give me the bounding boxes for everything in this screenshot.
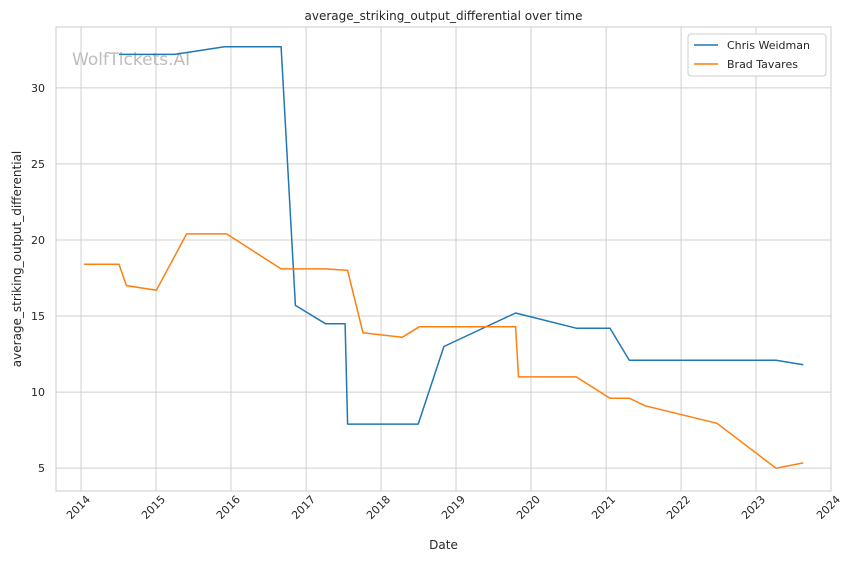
y-tick-label: 30 (31, 82, 45, 95)
x-tick-label: 2018 (364, 493, 393, 522)
x-tick-label: 2022 (664, 493, 693, 522)
series-line (119, 46, 804, 425)
series-line (83, 233, 804, 469)
y-tick-label: 10 (31, 386, 45, 399)
chart-title: average_striking_output_differential ove… (305, 9, 583, 23)
legend-box (687, 33, 827, 77)
legend-label: Chris Weidman (727, 39, 810, 52)
watermark: WolfTickets.AI (72, 50, 190, 70)
x-tick-label: 2023 (739, 493, 768, 522)
tick-labels: 2014 2015 2016 2017 2018 2019 2020 2021 2022 2023… (31, 82, 843, 522)
x-tick-label: 2015 (139, 493, 168, 522)
x-tick-label: 2021 (589, 493, 618, 522)
plot-area (55, 26, 832, 492)
x-tick-label: 2020 (514, 493, 543, 522)
x-tick-label: 2014 (64, 493, 93, 522)
y-tick-label: 15 (31, 310, 45, 323)
y-tick-label: 5 (38, 462, 45, 475)
y-tick-label: 20 (31, 234, 45, 247)
y-tick-label: 25 (31, 158, 45, 171)
y-axis-label: average_striking_output_differential (10, 151, 24, 367)
series-lines (83, 46, 804, 469)
x-tick-label: 2017 (289, 493, 318, 522)
x-tick-label: 2016 (214, 493, 243, 522)
grid (56, 27, 832, 491)
legend-label: Brad Tavares (727, 58, 798, 71)
x-axis-label: Date (429, 538, 458, 552)
x-tick-label: 2024 (814, 493, 843, 522)
legend: Chris Weidman Brad Tavares (687, 33, 827, 77)
x-tick-label: 2019 (439, 493, 468, 522)
